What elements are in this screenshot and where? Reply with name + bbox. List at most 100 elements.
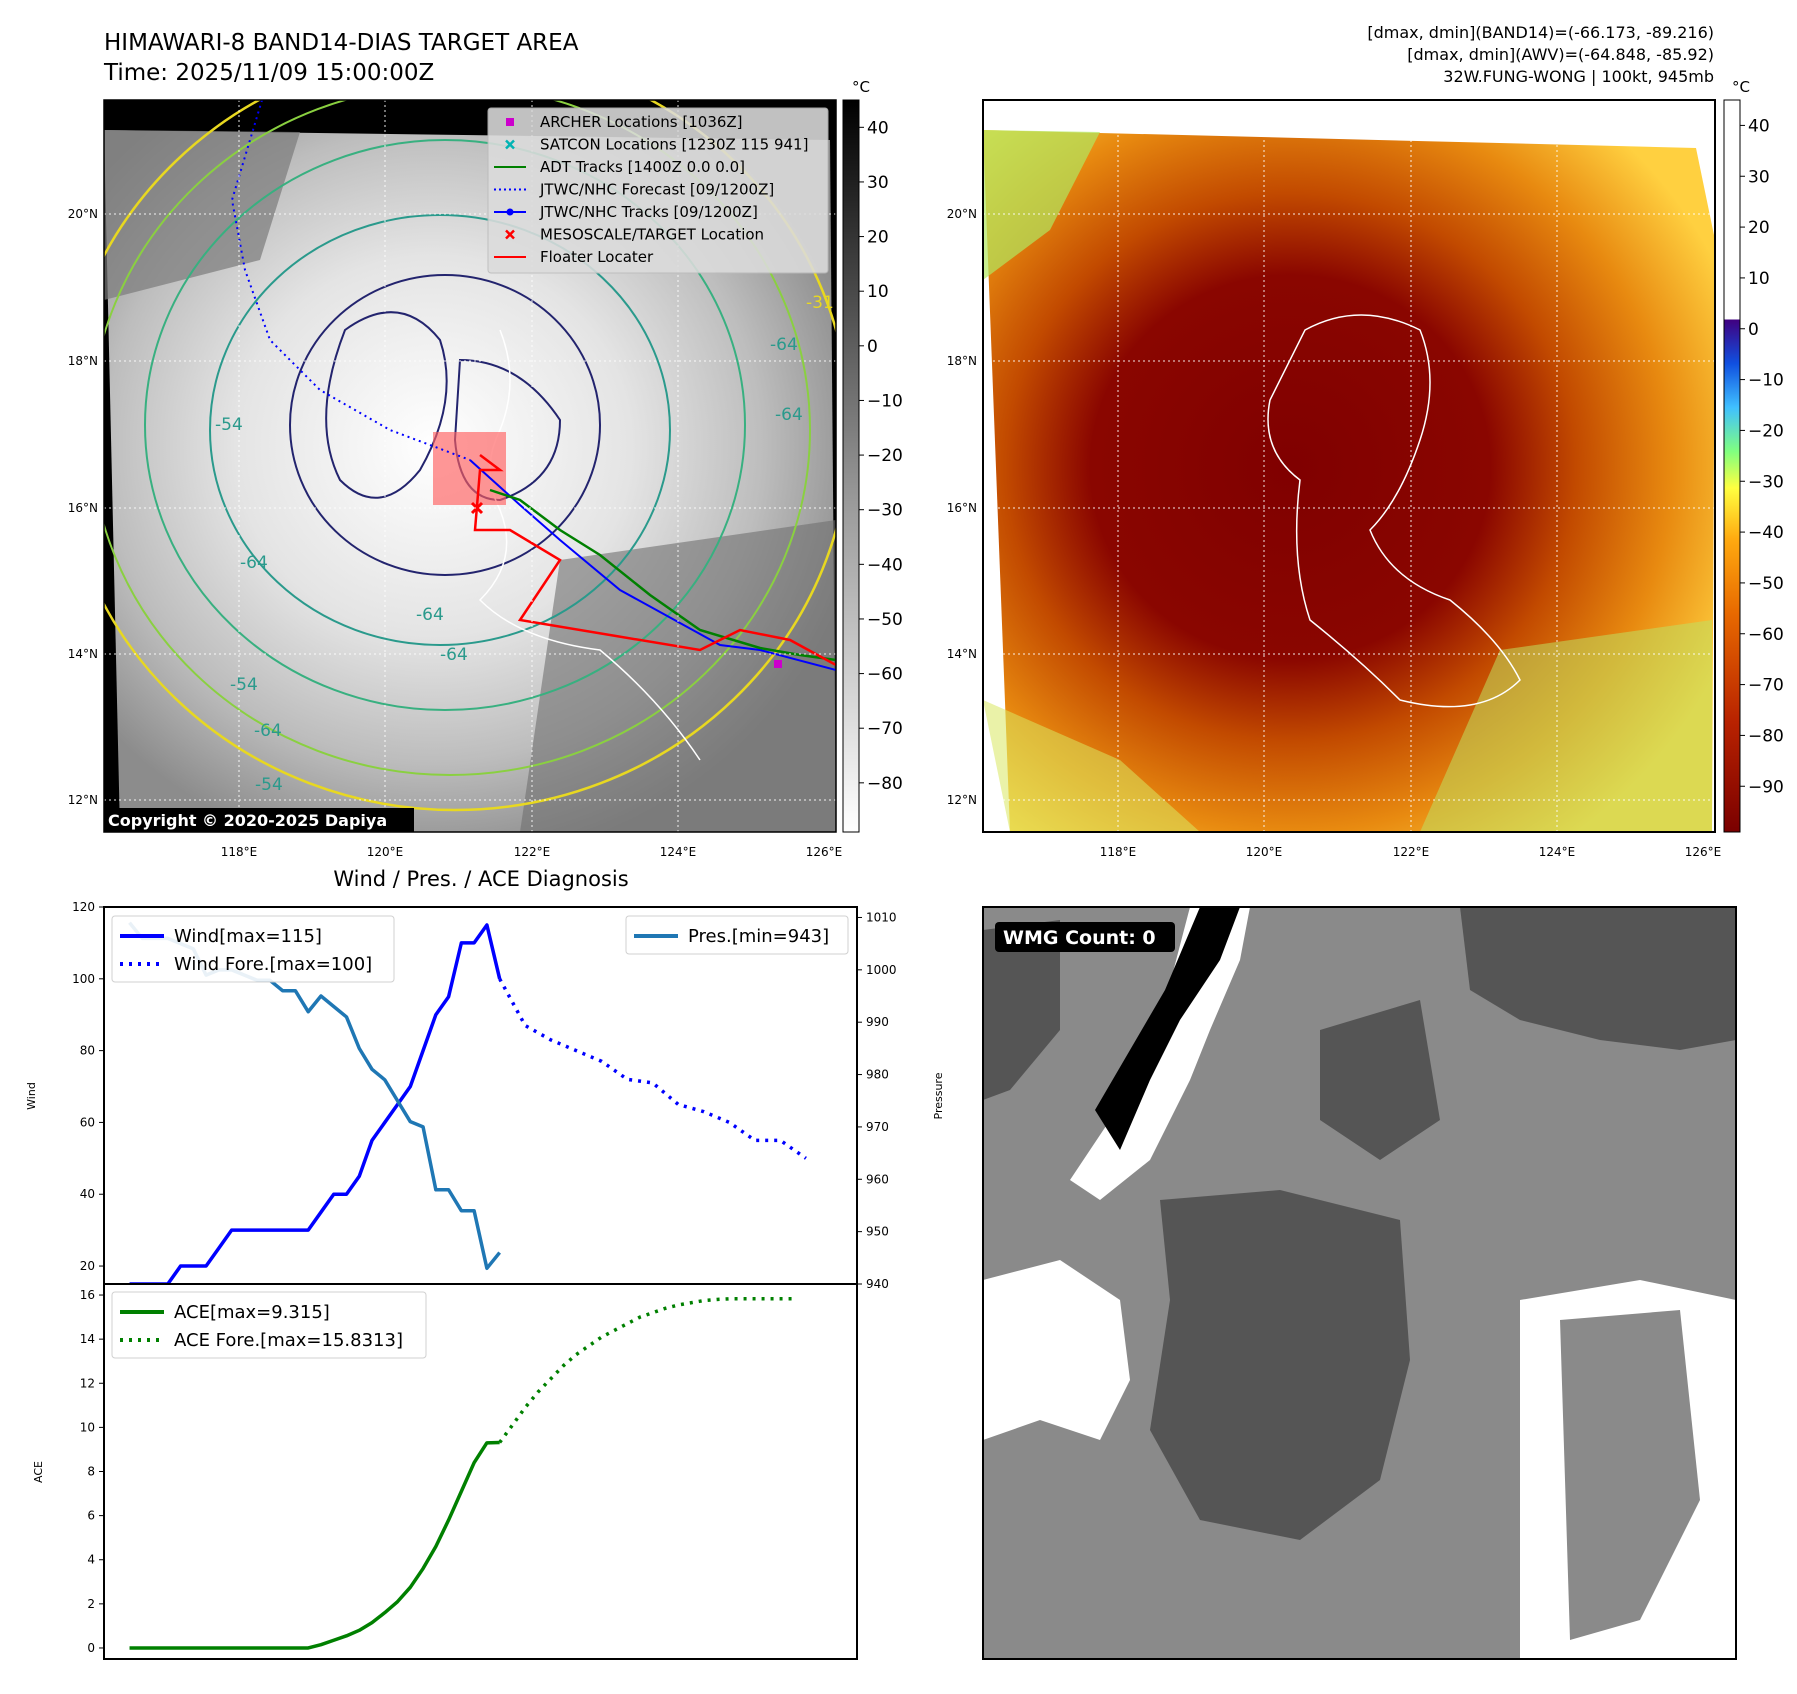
chart-legend-box bbox=[625, 915, 849, 955]
awv-dry-region bbox=[983, 700, 1200, 832]
lat-label: 18°N bbox=[68, 354, 98, 368]
wmg-frame bbox=[982, 906, 1737, 1660]
copyright-box bbox=[104, 808, 414, 832]
colorbar-tick-label: 30 bbox=[1748, 167, 1770, 187]
y-tick-label: 14 bbox=[80, 1332, 95, 1346]
wmg-panel: WMG Count: 0 bbox=[982, 906, 1737, 1660]
dmax-awv: [dmax, dmin](AWV)=(-64.848, -85.92) bbox=[1407, 45, 1714, 64]
contour-labels: -64 -64 -54 -64 -64 -54 -54 -64 -64 -31 bbox=[215, 293, 834, 795]
floater-locater-line bbox=[473, 454, 836, 667]
jtwc-best-track bbox=[469, 459, 836, 671]
lat-label: 12°N bbox=[947, 793, 977, 807]
target-location-marker bbox=[470, 501, 484, 515]
wmg-count-label: WMG Count: 0 bbox=[1003, 927, 1156, 949]
lon-label: 126°E bbox=[1685, 845, 1722, 859]
lat-label: 14°N bbox=[947, 647, 977, 661]
chart-legend-label: Pres.[min=943] bbox=[688, 926, 829, 947]
legend-marker bbox=[506, 118, 514, 126]
y-tick-right-label: 1000 bbox=[866, 963, 897, 977]
lat-label: 18°N bbox=[947, 354, 977, 368]
colorbar-tick-label: −30 bbox=[1748, 472, 1784, 492]
legend-label: SATCON Locations [1230Z 115 941] bbox=[540, 136, 808, 154]
colorbar-tick-label: −60 bbox=[867, 665, 903, 685]
colorbar-tick-label: 30 bbox=[867, 173, 889, 193]
figure-title: HIMAWARI-8 BAND14-DIAS TARGET AREA bbox=[104, 30, 579, 56]
copyright-text: Copyright © 2020-2025 Dapiya bbox=[108, 811, 387, 830]
contour-label: -64 bbox=[240, 553, 268, 573]
awv-map-panel: 118°E 120°E 122°E 124°E 126°E 20°N 18°N … bbox=[947, 99, 1722, 859]
contour-label: -64 bbox=[440, 645, 468, 665]
colorbar-tick-label: 0 bbox=[1748, 320, 1759, 340]
contour-label: -54 bbox=[215, 415, 243, 435]
wmg-region bbox=[1560, 1310, 1700, 1640]
legend-label: ADT Tracks [1400Z 0.0 0.0] bbox=[540, 158, 745, 176]
series-line bbox=[129, 923, 502, 1286]
colorbar-tick-label: 20 bbox=[1748, 218, 1770, 238]
lon-label: 126°E bbox=[806, 845, 843, 859]
awv-dry-region bbox=[983, 130, 1100, 280]
lon-label: 120°E bbox=[367, 845, 404, 859]
colorbar-tick-label: 0 bbox=[867, 337, 878, 357]
colorbar-tick-label: −70 bbox=[1748, 676, 1784, 696]
colorbar-tick-label: −10 bbox=[1748, 371, 1784, 391]
contour-label: -64 bbox=[254, 721, 282, 741]
ir-colorbar-scale bbox=[842, 99, 860, 833]
y-tick-right-label: 960 bbox=[866, 1172, 889, 1186]
y-tick-right-label: 980 bbox=[866, 1068, 889, 1082]
lon-label: 124°E bbox=[660, 845, 697, 859]
contour-label: -64 bbox=[416, 605, 444, 625]
contour-label: -31 bbox=[806, 293, 834, 313]
lon-label: 124°E bbox=[1539, 845, 1576, 859]
ir-map-panel: -64 -64 -54 -64 -64 -54 -54 -64 -64 -31 … bbox=[68, 99, 843, 859]
ace-chart: 0 2 4 6 8 10 12 14 16 ACE[max=9.315] ACE Fore.[max… bbox=[32, 1283, 858, 1660]
adt-track bbox=[489, 488, 836, 662]
y-tick-label: 80 bbox=[80, 1044, 95, 1058]
series-line bbox=[498, 1297, 794, 1444]
y-tick-label: 20 bbox=[80, 1259, 95, 1273]
colorbar-tick-label: 20 bbox=[867, 228, 889, 248]
colorbar-tick-label: 40 bbox=[1748, 116, 1770, 136]
y-tick-label: 4 bbox=[87, 1553, 95, 1567]
legend-label: ARCHER Locations [1036Z] bbox=[540, 113, 743, 131]
awv-map-frame bbox=[982, 99, 1716, 833]
y-tick-label: 40 bbox=[80, 1187, 95, 1201]
contour-label: -64 bbox=[775, 405, 803, 425]
lon-label: 122°E bbox=[514, 845, 551, 859]
y-tick-label: 6 bbox=[87, 1509, 95, 1523]
chart-legend-label: ACE[max=9.315] bbox=[174, 1302, 330, 1323]
contour-label: -54 bbox=[255, 775, 283, 795]
ir-colorbar-unit: °C bbox=[852, 78, 870, 96]
y-tick-label: 16 bbox=[80, 1288, 95, 1302]
lat-label: 20°N bbox=[947, 207, 977, 221]
contour-label: -54 bbox=[230, 675, 258, 695]
colorbar-tick-label: 10 bbox=[867, 282, 889, 302]
y-tick-label: 2 bbox=[87, 1597, 95, 1611]
contour-line bbox=[209, 214, 671, 646]
colorbar-tick-label: −30 bbox=[867, 501, 903, 521]
wmg-region bbox=[1095, 907, 1240, 1150]
dmax-band14: [dmax, dmin](BAND14)=(-66.173, -89.216) bbox=[1367, 23, 1714, 42]
legend-label: JTWC/NHC Forecast [09/1200Z] bbox=[539, 181, 774, 199]
lon-label: 120°E bbox=[1246, 845, 1283, 859]
wmg-region bbox=[1150, 1190, 1410, 1540]
ir-lat-labels: 20°N 18°N 16°N 14°N 12°N bbox=[68, 207, 98, 807]
contour-line bbox=[104, 100, 811, 776]
ir-lon-labels: 118°E 120°E 122°E 124°E 126°E bbox=[221, 845, 843, 859]
chart-legend-label: Wind[max=115] bbox=[174, 926, 322, 947]
lon-label: 122°E bbox=[1393, 845, 1430, 859]
legend-marker bbox=[505, 139, 515, 150]
colorbar-tick-label: −10 bbox=[867, 391, 903, 411]
lat-label: 16°N bbox=[947, 501, 977, 515]
lat-label: 20°N bbox=[68, 207, 98, 221]
y-tick-label: 120 bbox=[72, 900, 95, 914]
lat-label: 12°N bbox=[68, 793, 98, 807]
chart-legend-label: Wind Fore.[max=100] bbox=[174, 954, 372, 975]
colorbar-tick-label: 40 bbox=[867, 118, 889, 138]
wmg-region bbox=[983, 1260, 1130, 1440]
awv-colorbar-scale bbox=[1723, 99, 1741, 833]
colorbar-tick-label: 10 bbox=[1748, 269, 1770, 289]
y-tick-label: 8 bbox=[87, 1465, 95, 1479]
ir-colorbar: °C 40 30 20 10 0 −10 −20 −30 −40 −50 −60 −70 −80 bbox=[842, 78, 903, 833]
awv-lon-labels: 118°E 120°E 122°E 124°E 126°E bbox=[1100, 845, 1722, 859]
